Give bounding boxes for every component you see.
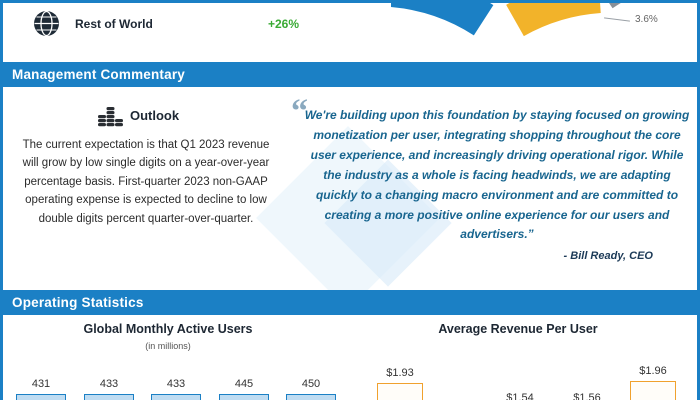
outlook-title: Outlook [130,108,180,123]
arpu-bar [630,381,676,400]
mau-bar [16,394,66,400]
legend-label: Rest of World [75,17,153,31]
quote-attribution: - Bill Ready, CEO [563,250,653,262]
section-header-operating-statistics: Operating Statistics [3,290,697,315]
section-header-management-commentary: Management Commentary [3,62,697,87]
arpu-bar-value: $1.54 [506,392,534,400]
arpu-bar-value: $1.96 [639,365,667,377]
arpu-chart-title: Average Revenue Per User [438,322,598,336]
mau-bar [151,394,201,400]
mau-bar-value: 433 [166,378,186,390]
arpu-bar [377,383,423,400]
arpu-bar-value: $1.56 [573,392,601,400]
mau-bar-value: 450 [301,378,321,390]
mau-bar [84,394,134,400]
outlook-paragraph: The current expectation is that Q1 2023 … [22,139,270,225]
coins-icon [98,107,123,127]
donut-chart-fragment [391,3,621,37]
legend-change-value: +26% [268,17,300,31]
arpu-bar-value: $1.93 [386,367,414,379]
mau-chart-subtitle: (in millions) [145,341,191,351]
mau-bar-value: 431 [31,378,51,390]
open-quote-mark: “ [291,93,308,130]
mau-bar-value: 445 [234,378,254,390]
globe-icon [34,10,59,37]
mau-bar [219,394,269,400]
mau-bar [286,394,336,400]
mau-chart-title: Global Monthly Active Users [83,322,253,336]
mau-bar-value: 433 [99,378,119,390]
donut-slice-callout: 3.6% [635,14,658,25]
ceo-quote: We're building upon this foundation by s… [304,108,690,242]
